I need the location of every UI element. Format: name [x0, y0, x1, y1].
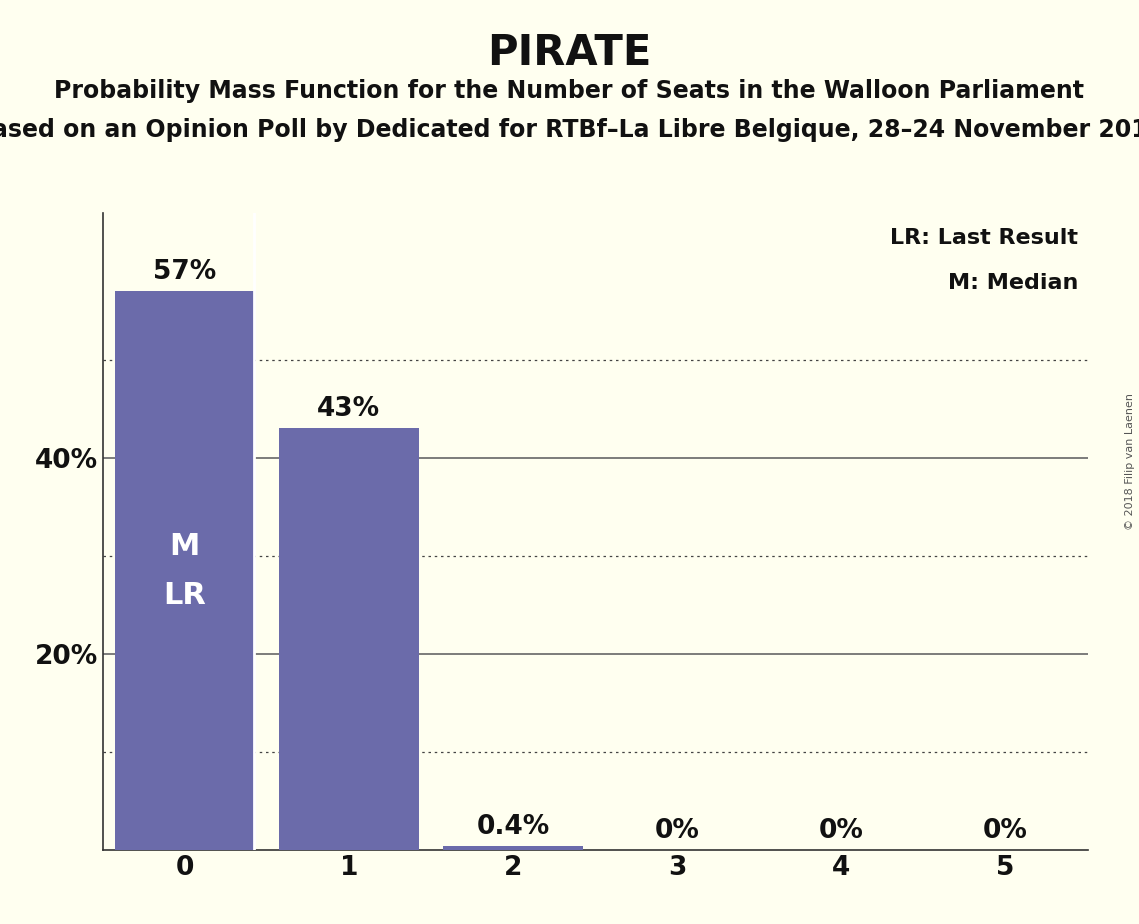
Text: 57%: 57%: [153, 259, 216, 286]
Text: 43%: 43%: [318, 396, 380, 422]
Text: 0.4%: 0.4%: [476, 814, 550, 840]
Text: 0%: 0%: [819, 818, 863, 845]
Bar: [115, 291, 254, 850]
Text: PIRATE: PIRATE: [487, 32, 652, 74]
Text: Probability Mass Function for the Number of Seats in the Walloon Parliament: Probability Mass Function for the Number…: [55, 79, 1084, 103]
Text: 0%: 0%: [655, 818, 699, 845]
Text: LR: Last Result: LR: Last Result: [890, 228, 1077, 249]
Text: M: Median: M: Median: [948, 274, 1077, 293]
Text: 0%: 0%: [983, 818, 1029, 845]
Bar: [443, 846, 583, 850]
Text: M: M: [170, 531, 199, 561]
Text: LR: LR: [163, 580, 206, 610]
Text: © 2018 Filip van Laenen: © 2018 Filip van Laenen: [1125, 394, 1134, 530]
Text: Based on an Opinion Poll by Dedicated for RTBf–La Libre Belgique, 28–24 November: Based on an Opinion Poll by Dedicated fo…: [0, 118, 1139, 142]
Bar: [279, 429, 419, 850]
